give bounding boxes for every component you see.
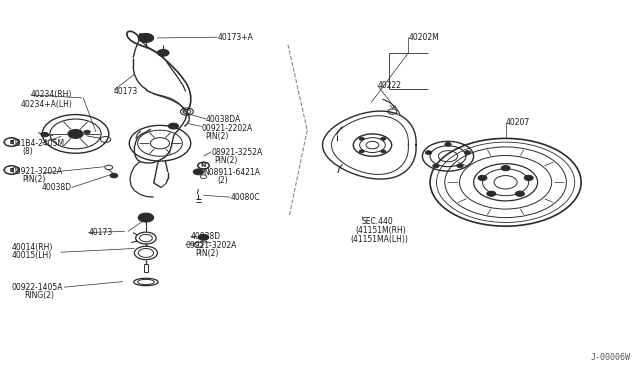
Text: 40014(RH): 40014(RH)	[12, 243, 53, 252]
Text: 40234(RH): 40234(RH)	[31, 90, 72, 99]
Circle shape	[141, 215, 150, 220]
Circle shape	[193, 169, 204, 175]
Text: PIN(2): PIN(2)	[214, 156, 238, 165]
Circle shape	[478, 175, 487, 180]
Text: 40234+A(LH): 40234+A(LH)	[20, 100, 72, 109]
Text: 40015(LH): 40015(LH)	[12, 251, 52, 260]
Text: RING(2): RING(2)	[24, 291, 54, 300]
Text: B: B	[10, 167, 13, 173]
Circle shape	[359, 137, 364, 140]
Text: 09921-3202A: 09921-3202A	[186, 241, 237, 250]
Text: J-00006W: J-00006W	[590, 353, 630, 362]
Circle shape	[487, 191, 496, 196]
Text: N08911-6421A: N08911-6421A	[204, 168, 260, 177]
Text: PIN(2): PIN(2)	[195, 249, 219, 258]
Text: 40038D: 40038D	[191, 232, 221, 241]
Circle shape	[141, 35, 150, 41]
Circle shape	[381, 150, 386, 153]
Text: 08921-3202A: 08921-3202A	[12, 167, 63, 176]
Circle shape	[41, 132, 49, 137]
Circle shape	[445, 142, 451, 146]
Text: 00922-1405A: 00922-1405A	[12, 283, 63, 292]
Text: B: B	[10, 167, 13, 173]
Circle shape	[157, 49, 169, 56]
Text: N: N	[201, 163, 206, 168]
Circle shape	[138, 33, 154, 42]
Text: SEC.440: SEC.440	[362, 217, 394, 226]
Circle shape	[168, 123, 179, 129]
Circle shape	[110, 173, 118, 178]
Text: B: B	[10, 140, 13, 145]
Text: 40222: 40222	[378, 81, 402, 90]
Text: 40202M: 40202M	[408, 33, 439, 42]
Circle shape	[501, 166, 510, 171]
Text: 40173: 40173	[88, 228, 113, 237]
Text: (2): (2)	[218, 176, 228, 185]
Text: B: B	[10, 140, 13, 145]
Circle shape	[457, 164, 463, 168]
Circle shape	[68, 129, 83, 138]
Text: (41151M(RH): (41151M(RH)	[355, 226, 406, 235]
Text: 40038DA: 40038DA	[206, 115, 241, 124]
Text: PIN(2): PIN(2)	[22, 175, 46, 184]
Circle shape	[524, 175, 533, 180]
Text: 081B4-2405M: 081B4-2405M	[12, 139, 65, 148]
Text: (8): (8)	[22, 147, 33, 156]
Text: 40207: 40207	[506, 118, 530, 127]
Text: 40080C: 40080C	[230, 193, 260, 202]
Text: 40173: 40173	[114, 87, 138, 96]
Circle shape	[138, 213, 154, 222]
Circle shape	[515, 191, 524, 196]
Text: 40038D: 40038D	[42, 183, 72, 192]
Text: 00921-2202A: 00921-2202A	[202, 124, 253, 133]
Text: (41151MA(LH)): (41151MA(LH))	[351, 235, 408, 244]
Circle shape	[381, 137, 386, 140]
Circle shape	[433, 164, 439, 168]
Text: PIN(2): PIN(2)	[205, 132, 228, 141]
Text: 40173+A: 40173+A	[218, 33, 253, 42]
Circle shape	[426, 151, 432, 154]
Circle shape	[198, 234, 209, 240]
Text: 08921-3252A: 08921-3252A	[211, 148, 262, 157]
Circle shape	[464, 151, 470, 154]
Circle shape	[84, 130, 90, 134]
Circle shape	[359, 150, 364, 153]
